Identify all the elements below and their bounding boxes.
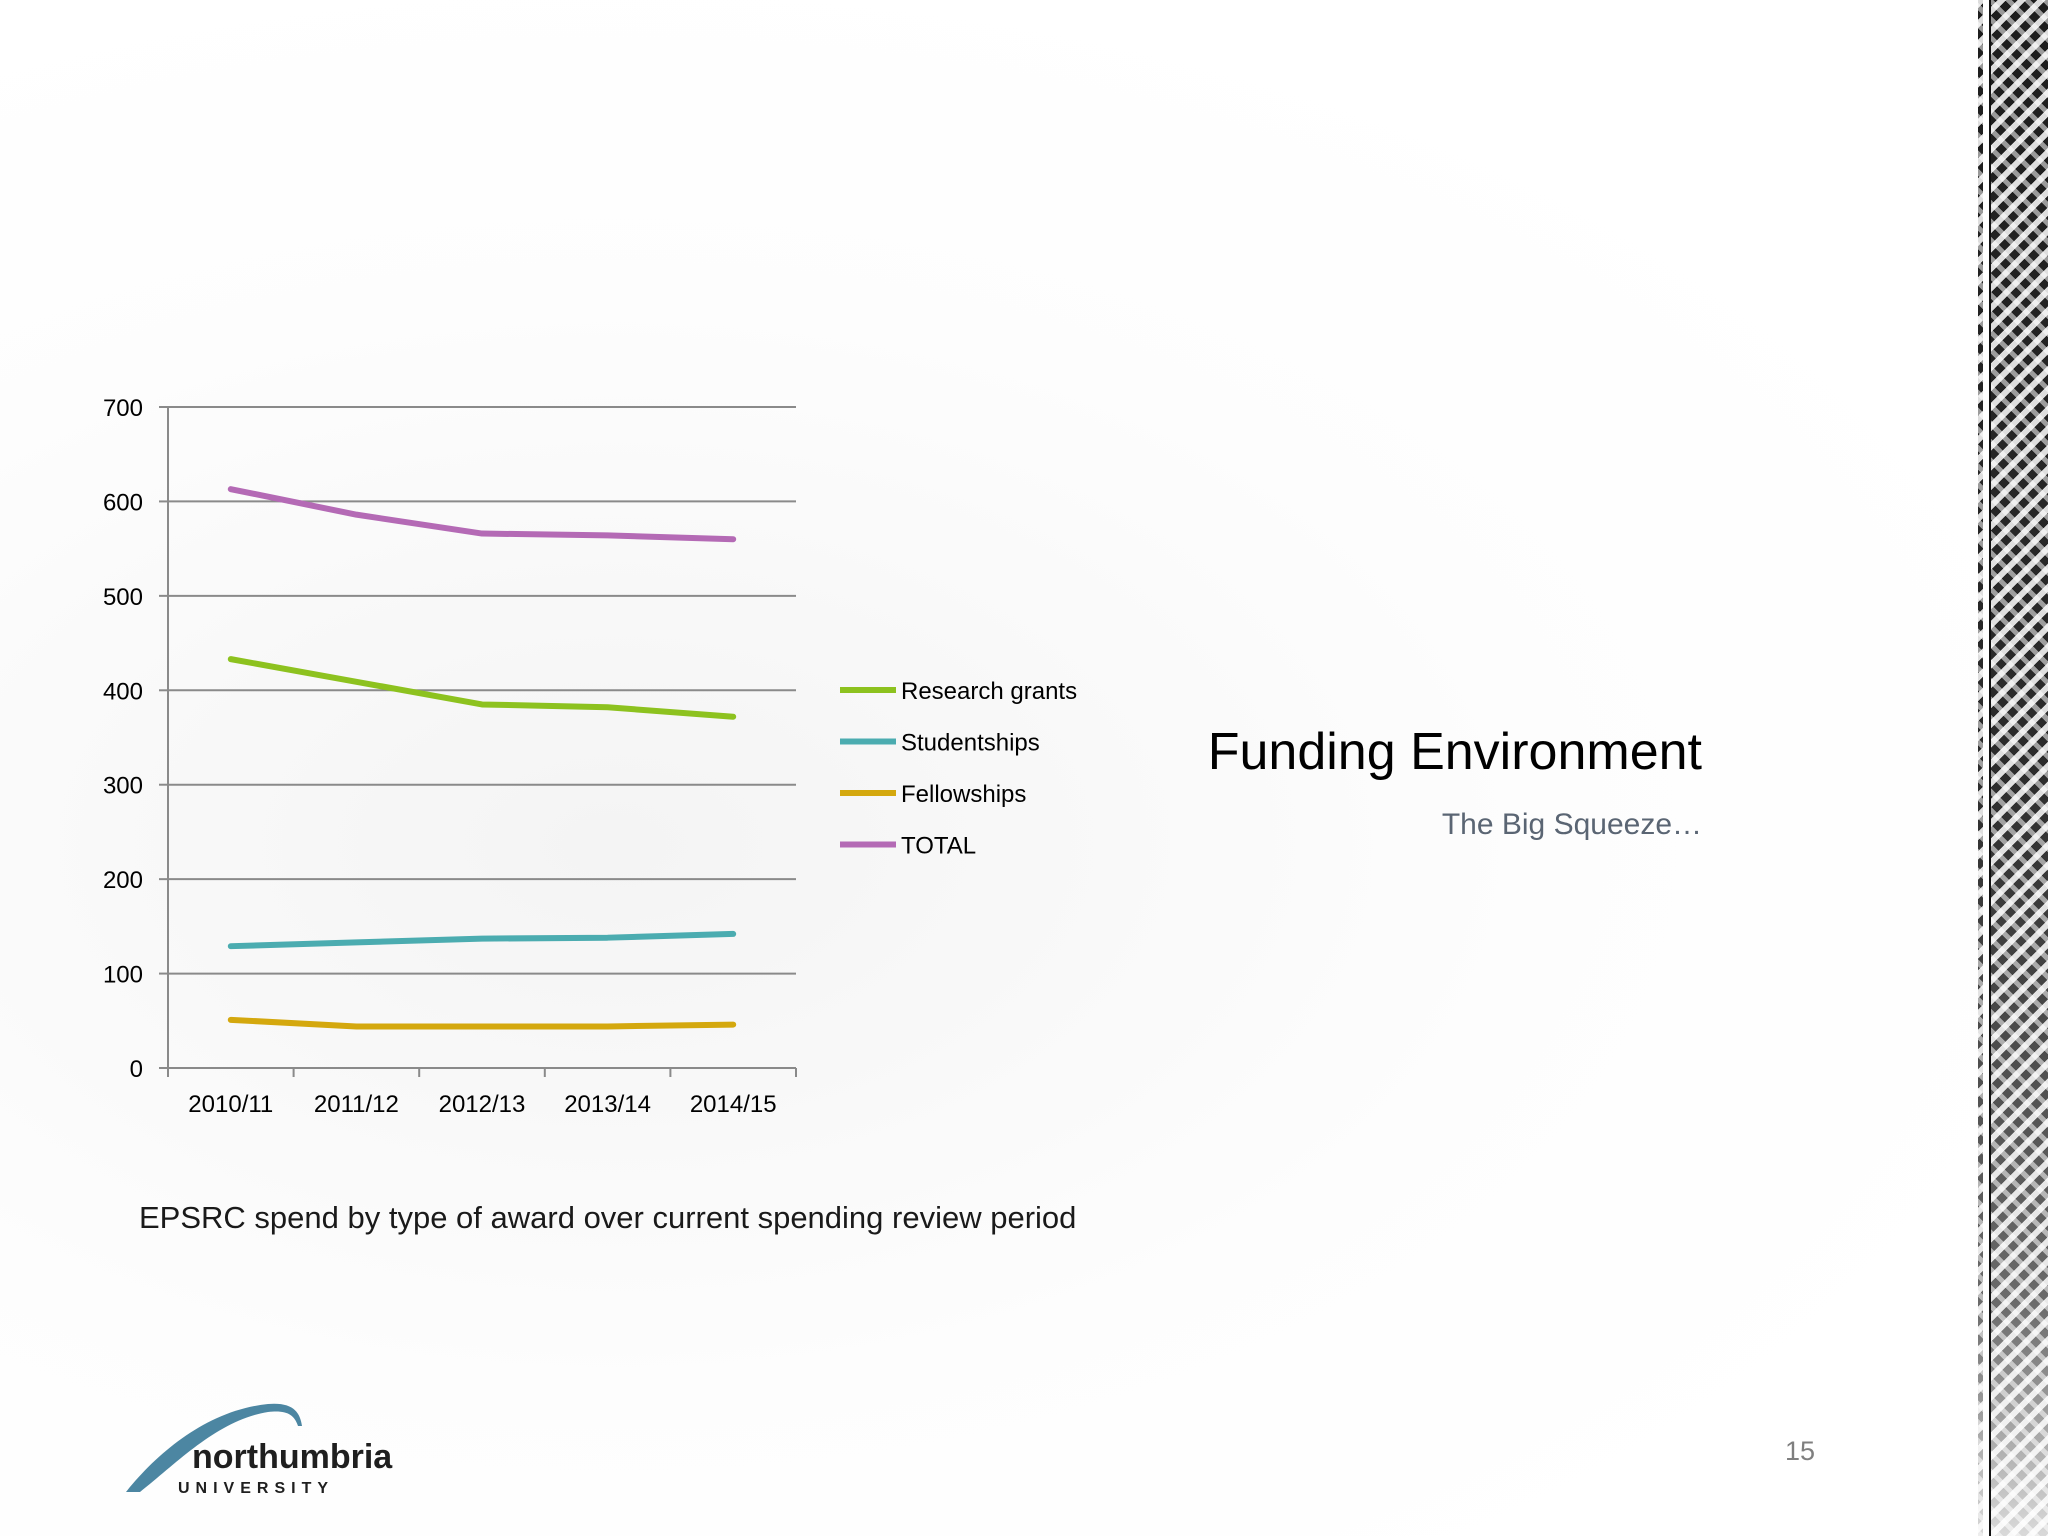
y-tick-label: 600 [103, 489, 143, 516]
legend-label: Studentships [901, 730, 1040, 757]
axes: 0 100 200 300 400 500 600 700 2010/11 2011/12 2012… [103, 395, 797, 1118]
page-number: 15 [1785, 1436, 1816, 1466]
y-tick-label: 200 [103, 867, 143, 894]
slide-title: Funding Environment [1207, 723, 1702, 781]
chart-caption: EPSRC spend by type of award over curren… [139, 1200, 1077, 1235]
slide-subtitle: The Big Squeeze… [1441, 808, 1702, 841]
series-line [227, 930, 737, 950]
logo-wordmark: northumbria [192, 1438, 393, 1476]
series-line [227, 656, 737, 720]
decorative-edge-line [1983, 0, 1991, 1536]
y-tick-label: 700 [103, 395, 143, 422]
x-tick-label: 2011/12 [314, 1091, 399, 1118]
x-tick-label: 2010/11 [188, 1091, 273, 1118]
logo-swoosh [126, 1403, 302, 1492]
legend-label: TOTAL [901, 833, 976, 860]
legend: Research grants Studentships Fellowships TO… [840, 678, 1077, 860]
x-tick-label: 2012/13 [439, 1091, 526, 1118]
y-tick-label: 400 [103, 678, 143, 705]
series-line [227, 1016, 737, 1030]
y-tick-label: 0 [130, 1056, 143, 1083]
y-tick-label: 500 [103, 584, 143, 611]
legend-label: Research grants [901, 678, 1077, 705]
y-tick-label: 100 [103, 962, 143, 989]
gridlines [168, 406, 796, 975]
northumbria-logo: northumbria UNIVERSITY [126, 1403, 393, 1497]
logo-subtitle: UNIVERSITY [178, 1480, 334, 1497]
series-lines [227, 486, 737, 1030]
x-tick-label: 2013/14 [564, 1091, 651, 1118]
legend-label: Fellowships [901, 781, 1026, 808]
x-tick-label: 2014/15 [690, 1091, 777, 1118]
y-tick-label: 300 [103, 773, 143, 800]
series-line [227, 486, 737, 543]
